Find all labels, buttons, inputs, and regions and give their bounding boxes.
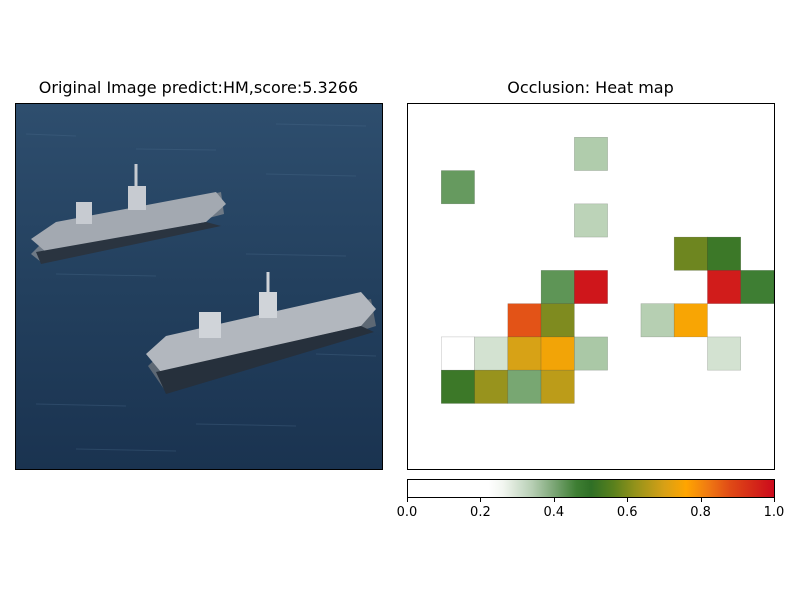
colorbar-tick	[407, 498, 408, 502]
heatmap-cell	[441, 336, 475, 371]
heatmap-cell	[540, 369, 575, 404]
colorbar-tick-label: 0.4	[543, 505, 565, 520]
heatmap-cell	[740, 270, 774, 304]
sea-background	[16, 104, 382, 469]
colorbar-tick	[553, 498, 555, 502]
heatmap-cell	[540, 303, 575, 338]
heatmap-cell	[540, 270, 575, 304]
heatmap-cell	[673, 236, 708, 271]
heatmap-cell	[507, 369, 542, 404]
colorbar-tick	[627, 498, 629, 502]
colorbar-tick-label: 0.8	[690, 505, 711, 520]
heatmap-cell	[707, 236, 741, 271]
heatmap-cell	[574, 270, 608, 304]
ships-photo	[16, 104, 382, 469]
heatmap-cell	[707, 336, 741, 371]
colorbar-tick-label: 1.0	[763, 505, 785, 520]
heatmap-panel	[407, 103, 775, 470]
heatmap-cell	[507, 303, 542, 338]
colorbar-tick	[700, 498, 702, 502]
heatmap-title: Occlusion: Heat map	[507, 78, 674, 97]
heatmap-cell	[574, 203, 608, 238]
sea-ripples	[25, 123, 377, 452]
heatmap-cell	[673, 303, 708, 338]
heatmap-cell	[441, 170, 475, 205]
heatmap-cell	[707, 270, 741, 304]
colorbar-tick-label: 0.6	[616, 505, 638, 520]
lower-carrier	[146, 272, 376, 394]
original-image	[15, 103, 383, 470]
colorbar-tick-label: 0.2	[470, 505, 491, 520]
heatmap-cell	[474, 336, 509, 371]
upper-carrier	[31, 164, 226, 264]
colorbar-tick	[774, 498, 775, 502]
heatmap-cell	[507, 336, 542, 371]
photo-title: Original Image predict:HM,score:5.3266	[38, 78, 359, 97]
heatmap-cell	[574, 137, 608, 171]
heatmap-svg	[441, 137, 774, 404]
heatmap-cell	[540, 336, 575, 371]
colorbar	[407, 479, 775, 498]
colorbar-tick	[480, 498, 482, 502]
heatmap-cell	[441, 369, 475, 404]
heatmap-cell	[574, 336, 608, 371]
heatmap-cell	[474, 369, 509, 404]
colorbar-tick-label: 0.0	[396, 505, 418, 520]
heatmap-cell	[640, 303, 675, 338]
